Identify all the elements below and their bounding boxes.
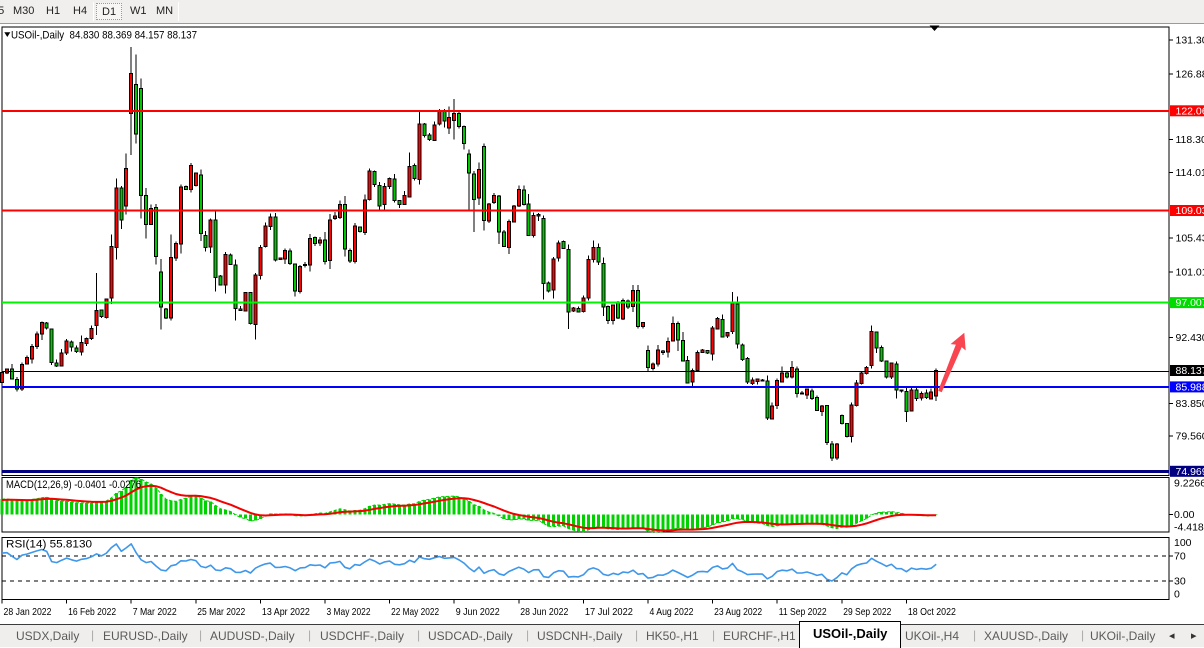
svg-text:9 Jun 2022: 9 Jun 2022	[456, 606, 500, 618]
svg-text:25 Mar 2022: 25 Mar 2022	[197, 606, 245, 618]
svg-text:22 May 2022: 22 May 2022	[391, 606, 439, 618]
svg-text:9.2266: 9.2266	[1174, 478, 1204, 490]
svg-text:28 Jun 2022: 28 Jun 2022	[520, 606, 568, 618]
svg-text:122.069: 122.069	[1176, 105, 1204, 117]
svg-text:118.300: 118.300	[1176, 134, 1204, 146]
svg-text:RSI(14) 55.8130: RSI(14) 55.8130	[6, 539, 92, 551]
svg-text:83.850: 83.850	[1176, 398, 1204, 410]
svg-text:-4.4188: -4.4188	[1174, 522, 1204, 534]
svg-text:MACD(12,26,9) -0.0401 -0.0276: MACD(12,26,9) -0.0401 -0.0276	[6, 479, 141, 491]
svg-text:3 May 2022: 3 May 2022	[327, 606, 371, 618]
svg-text:16 Feb 2022: 16 Feb 2022	[68, 606, 116, 618]
svg-text:114.010: 114.010	[1176, 167, 1204, 179]
svg-text:92.430: 92.430	[1176, 332, 1204, 344]
svg-text:100: 100	[1174, 537, 1192, 549]
svg-text:7 Mar 2022: 7 Mar 2022	[133, 606, 177, 618]
svg-text:11 Sep 2022: 11 Sep 2022	[779, 606, 827, 618]
svg-text:17 Jul 2022: 17 Jul 2022	[585, 606, 633, 618]
svg-text:79.560: 79.560	[1176, 431, 1204, 443]
svg-text:70: 70	[1174, 551, 1186, 563]
svg-text:30: 30	[1174, 576, 1186, 588]
svg-text:74.969: 74.969	[1176, 466, 1204, 478]
svg-text:88.137: 88.137	[1176, 365, 1204, 377]
svg-text:109.039: 109.039	[1176, 205, 1204, 217]
svg-text:0: 0	[1174, 589, 1180, 601]
svg-text:USOil-,Daily 84.830 88.369 84: USOil-,Daily 84.830 88.369 84.157 88.137	[11, 30, 197, 42]
svg-text:0.00: 0.00	[1174, 509, 1195, 521]
svg-text:13 Apr 2022: 13 Apr 2022	[262, 606, 310, 618]
svg-text:18 Oct 2022: 18 Oct 2022	[908, 606, 956, 618]
svg-text:85.988: 85.988	[1176, 382, 1204, 394]
svg-text:29 Sep 2022: 29 Sep 2022	[843, 606, 891, 618]
svg-text:4 Aug 2022: 4 Aug 2022	[650, 606, 694, 618]
svg-text:131.300: 131.300	[1176, 35, 1204, 47]
svg-text:101.010: 101.010	[1176, 267, 1204, 279]
svg-text:126.880: 126.880	[1176, 69, 1204, 81]
svg-text:105.430: 105.430	[1176, 233, 1204, 245]
svg-text:23 Aug 2022: 23 Aug 2022	[714, 606, 762, 618]
svg-text:28 Jan 2022: 28 Jan 2022	[4, 606, 52, 618]
svg-text:97.007: 97.007	[1176, 297, 1204, 309]
